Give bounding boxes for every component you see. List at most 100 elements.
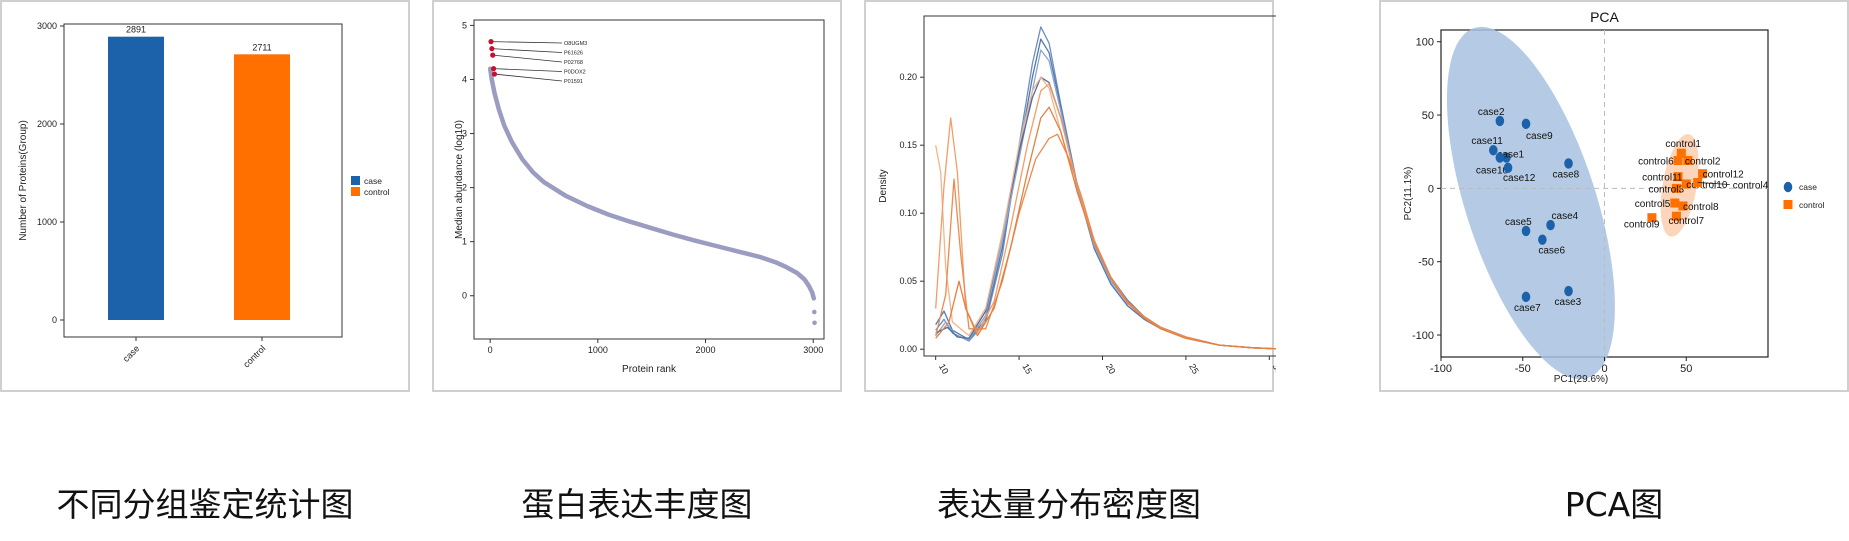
- x-tick-label: 0: [488, 345, 493, 355]
- highlight-leader-line: [491, 41, 563, 44]
- case-point-label: case2: [1478, 107, 1505, 118]
- caption-density-chart: 表达量分布密度图: [937, 485, 1201, 524]
- case-point: [1503, 162, 1513, 174]
- case-point: [1538, 234, 1547, 245]
- y-tick-label: 0.20: [899, 72, 917, 82]
- pca-chart: PCA -100 -50 0 50 100 -100 -50 0 50 PC1(29.6%) PC2(…: [1403, 9, 1825, 385]
- control-point-label: control3: [1648, 184, 1684, 195]
- control-point-label: control10: [1686, 180, 1728, 191]
- density-chart-panel: 0.000.050.100.150.201015202530Densitycas…: [864, 0, 1276, 392]
- y-tick-label: 50: [1422, 110, 1434, 122]
- x-tick-label: 50: [1680, 363, 1692, 375]
- y-tick-label: 0.15: [899, 140, 917, 150]
- y-tick-label: 4: [462, 74, 467, 84]
- y-tick-label: 0: [462, 291, 467, 301]
- control-point-label: control8: [1683, 202, 1719, 213]
- abundance-curve: [487, 66, 817, 301]
- y-tick-label: 5: [462, 20, 467, 30]
- outlier-point: [812, 320, 817, 326]
- control-point-label: control11: [1642, 173, 1683, 184]
- bar-control: [234, 54, 290, 321]
- case-point-label: case1: [1497, 150, 1524, 161]
- y-tick-label: 3: [462, 129, 467, 139]
- highlight-point: [491, 71, 498, 77]
- y-tick-label: -100: [1412, 330, 1434, 342]
- case-point-label: case3: [1555, 297, 1582, 308]
- control-point: [1670, 198, 1680, 208]
- abundance-chart: 0 1 2 3 4 5 0 1000 2000 3000 Protein rank Median ab…: [454, 19, 825, 375]
- plot-frame: [63, 23, 343, 338]
- y-tick-label: 2000: [37, 119, 57, 129]
- x-tick-label: control: [241, 343, 267, 369]
- case-point: [1489, 145, 1498, 156]
- case-point-label: case12: [1503, 173, 1536, 184]
- x-tick-label: 0: [1601, 363, 1607, 375]
- x-tick-label: -50: [1515, 363, 1531, 375]
- control-point: [1671, 183, 1681, 193]
- highlight-leader-line: [493, 68, 563, 72]
- highlight-label: O8UGM3: [564, 41, 587, 47]
- y-axis-label: PC2(11.1%): [1403, 167, 1414, 221]
- control-point-label: control9: [1624, 220, 1660, 231]
- x-tick-label: 10: [937, 362, 951, 376]
- y-tick-label: 3000: [37, 21, 57, 31]
- control-point: [1673, 156, 1683, 166]
- control-point: [1671, 211, 1681, 221]
- legend-marker-case: [1783, 181, 1793, 193]
- x-tick-label: 3000: [803, 345, 823, 355]
- pca-chart-panel: PCA -100 -50 0 50 100 -100 -50 0 50 PC1(29.6%) PC2(…: [1379, 0, 1849, 392]
- x-tick-label: 1000: [588, 345, 608, 355]
- y-axis-label: Number of Proteins(Group): [18, 120, 29, 241]
- y-axis-label: Median abundance (log10): [454, 120, 465, 239]
- case-point-label: case9: [1526, 131, 1553, 142]
- bar-chart: 0 1000 2000 3000 Number of Proteins(Group) 28…: [18, 21, 390, 370]
- plot-frame: [923, 15, 1276, 357]
- legend-label-case: case: [364, 176, 382, 186]
- case-point-label: case11: [1471, 136, 1503, 147]
- control-point-label: control12: [1703, 170, 1745, 181]
- highlight-label: P0DOX2: [564, 70, 586, 76]
- legend-marker-control: [1783, 200, 1793, 209]
- case-point: [1521, 225, 1531, 237]
- y-tick-label: 2: [462, 183, 467, 193]
- y-tick-label: -50: [1418, 257, 1434, 269]
- caption-bar-chart: 不同分组鉴定统计图: [56, 485, 354, 524]
- density-line-control3: [935, 133, 1276, 350]
- x-tick-label: 30: [1271, 362, 1276, 376]
- control-point-label: control4: [1733, 181, 1769, 192]
- case-point: [1564, 158, 1573, 169]
- control-point: [1673, 172, 1683, 182]
- highlight-label: P61626: [564, 51, 583, 57]
- control-point-label: control2: [1685, 157, 1721, 168]
- caption-pca-chart: PCA图: [1564, 485, 1664, 524]
- control-point: [1676, 148, 1686, 158]
- x-tick-label: 25: [1187, 362, 1201, 376]
- highlight-label: P01591: [564, 79, 583, 85]
- case-point: [1546, 219, 1555, 231]
- case-point: [1502, 152, 1511, 163]
- control-point: [1678, 201, 1688, 211]
- x-tick-label: -100: [1430, 363, 1452, 375]
- case-point: [1521, 291, 1531, 303]
- case-point-label: case6: [1538, 246, 1565, 257]
- y-tick-label: 0: [52, 315, 57, 325]
- x-axis-label: Protein rank: [622, 364, 677, 375]
- case-point: [1521, 118, 1531, 130]
- case-point-label: case8: [1553, 169, 1580, 180]
- data-label-case: 2891: [126, 25, 146, 35]
- case-confidence-ellipse: [1446, 26, 1615, 380]
- control-point-label: control6: [1638, 157, 1674, 168]
- case-point-label: case7: [1514, 303, 1541, 314]
- highlight-point: [491, 66, 497, 72]
- highlight-leader-line: [492, 54, 563, 63]
- bar-chart-panel: 0 1000 2000 3000 Number of Proteins(Group) 28…: [0, 0, 410, 392]
- control-point-label: control7: [1668, 216, 1704, 227]
- legend-label-case: case: [1799, 182, 1817, 192]
- y-tick-label: 0: [1428, 183, 1434, 195]
- legend-label-control: control: [1799, 200, 1825, 210]
- y-tick-label: 1: [462, 237, 467, 247]
- y-tick-label: 0.05: [899, 276, 917, 286]
- case-point-label: case4: [1552, 211, 1579, 222]
- y-axis-label: Density: [878, 169, 889, 202]
- plot-frame: [473, 19, 825, 340]
